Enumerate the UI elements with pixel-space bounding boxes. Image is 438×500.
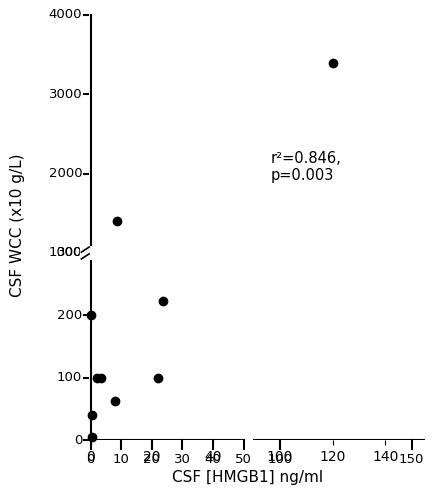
Text: 3000: 3000 [49,88,82,101]
Text: 10: 10 [113,453,130,466]
Text: 1000: 1000 [49,246,82,260]
Text: 0: 0 [86,453,95,466]
Text: 4000: 4000 [49,8,82,22]
Text: r²=0.846,
p=0.003: r²=0.846, p=0.003 [271,151,341,184]
Text: 50: 50 [235,453,252,466]
FancyBboxPatch shape [80,248,91,258]
Text: 40: 40 [205,453,221,466]
Text: 30: 30 [174,453,191,466]
Text: 300: 300 [57,246,82,260]
Text: 150: 150 [399,453,424,466]
Text: 200: 200 [57,309,82,322]
Text: 20: 20 [143,453,160,466]
Text: 100: 100 [57,371,82,384]
Text: 2000: 2000 [49,167,82,180]
Text: CSF [HMGB1] ng/ml: CSF [HMGB1] ng/ml [172,470,323,485]
Text: 100: 100 [267,453,292,466]
Text: 0: 0 [74,434,82,446]
Text: CSF WCC (x10 g/L): CSF WCC (x10 g/L) [10,153,25,296]
